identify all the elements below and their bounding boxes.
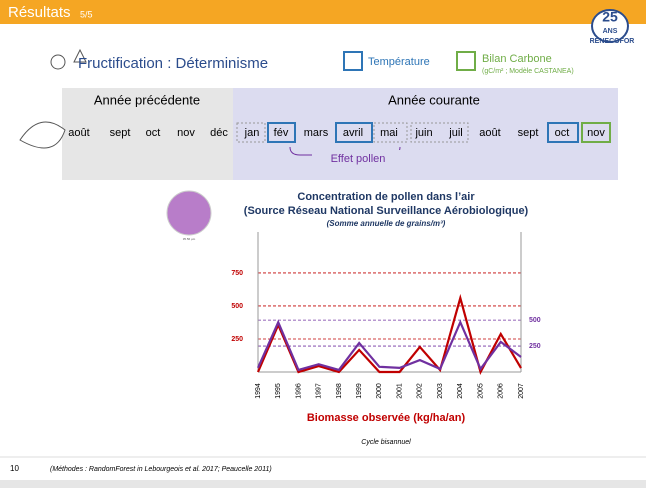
acorn-icon bbox=[50, 54, 66, 70]
month: jan bbox=[244, 127, 260, 139]
month: mai bbox=[380, 127, 398, 139]
logo-ring bbox=[591, 9, 629, 43]
effect-bg bbox=[312, 150, 406, 168]
month: nov bbox=[587, 127, 605, 139]
x-tick-label: 2002 bbox=[417, 383, 424, 399]
x-tick-label: 1996 bbox=[295, 383, 302, 399]
x-tick-label: 2005 bbox=[477, 383, 484, 399]
month: avril bbox=[343, 127, 363, 139]
x-tick-label: 1998 bbox=[336, 383, 343, 399]
month: août bbox=[479, 127, 500, 139]
page-number: 10 bbox=[10, 464, 19, 473]
x-tick-label: 1994 bbox=[255, 383, 262, 399]
x-tick-label: 2007 bbox=[518, 383, 525, 399]
chart-note: (Somme annuelle de grains/m³) bbox=[327, 219, 446, 228]
month: fév bbox=[274, 127, 289, 139]
month: déc bbox=[210, 127, 228, 139]
citation: (Méthodes : RandomForest in Lebourgeois … bbox=[50, 466, 272, 473]
temp-box-feb bbox=[267, 122, 296, 143]
current-year-band bbox=[233, 88, 618, 180]
x-tick-label: 1999 bbox=[356, 383, 363, 399]
chart-title: Concentration de pollen dans l’air bbox=[297, 191, 475, 203]
months: août sept oct nov déc jan fév mars avril mai juin j… bbox=[68, 127, 605, 139]
pollen-image bbox=[166, 190, 212, 236]
month: sept bbox=[110, 127, 131, 139]
x-tick-label: 2006 bbox=[498, 383, 505, 399]
jan-box bbox=[236, 122, 266, 143]
image-caption: 35.56 µm bbox=[183, 237, 196, 241]
chart: 250 500 750 250 500 1994 1995 1996 1997 1998 1999 2… bbox=[231, 232, 541, 399]
month: oct bbox=[555, 127, 570, 139]
month: oct bbox=[146, 127, 161, 139]
header-title: Résultats bbox=[8, 4, 71, 21]
flower-icon bbox=[73, 48, 87, 63]
legend-carbon-note: (gC/m² ; Modèle CASTANEA) bbox=[482, 68, 574, 75]
month: mars bbox=[304, 127, 329, 139]
x-tick-label: 1997 bbox=[316, 383, 323, 399]
x-tick-label: 2003 bbox=[437, 383, 444, 399]
subtitle: Fructification : Déterminisme bbox=[78, 55, 268, 72]
footer-bar bbox=[0, 480, 646, 488]
jun-jul-box bbox=[410, 122, 469, 143]
logo-ans: ANS bbox=[603, 28, 618, 35]
header-page: 5/5 bbox=[80, 9, 93, 19]
x-tick-label: 2000 bbox=[376, 383, 383, 399]
month: août bbox=[68, 127, 89, 139]
header-bar bbox=[0, 0, 646, 24]
x-axis-label: Biomasse observée (kg/ha/an) bbox=[307, 412, 466, 424]
month: juil bbox=[448, 127, 462, 139]
effect-label: Effet pollen bbox=[331, 153, 386, 165]
y2-tick-label: 500 bbox=[529, 317, 541, 324]
data-line bbox=[256, 319, 522, 372]
month: sept bbox=[518, 127, 539, 139]
previous-year-band bbox=[62, 88, 233, 180]
month: juin bbox=[414, 127, 432, 139]
temp-box-apr bbox=[335, 122, 373, 143]
legend-carbon: Bilan Carbone bbox=[482, 53, 552, 65]
legend-temp: Température bbox=[368, 56, 430, 68]
y-tick-label: 750 bbox=[231, 270, 243, 277]
x-tick-label: 1995 bbox=[275, 383, 282, 399]
logo-number: 25 bbox=[602, 9, 618, 25]
chart-caption: Cycle bisannuel bbox=[361, 439, 411, 446]
previous-year: Année précédente bbox=[94, 92, 200, 107]
current-year: Année courante bbox=[388, 92, 480, 107]
x-tick-label: 2004 bbox=[457, 383, 464, 399]
leaf-icon bbox=[19, 121, 66, 149]
chart-subtitle: (Source Réseau National Surveillance Aér… bbox=[244, 205, 529, 217]
logo: 25 ANS RENECOFOR bbox=[590, 9, 635, 45]
month: nov bbox=[177, 127, 195, 139]
x-tick-label: 2001 bbox=[396, 383, 403, 399]
y2-tick-label: 250 bbox=[529, 343, 541, 350]
temp-box-oct bbox=[547, 122, 579, 143]
legend-carbon-box bbox=[456, 51, 476, 71]
icons bbox=[50, 48, 87, 70]
legend-temp-box bbox=[343, 51, 363, 71]
logo-name: RENECOFOR bbox=[590, 38, 635, 45]
y-tick-label: 500 bbox=[231, 303, 243, 310]
may-box bbox=[373, 122, 408, 143]
y-tick-label: 250 bbox=[231, 336, 243, 343]
carbon-box-nov bbox=[581, 122, 611, 143]
